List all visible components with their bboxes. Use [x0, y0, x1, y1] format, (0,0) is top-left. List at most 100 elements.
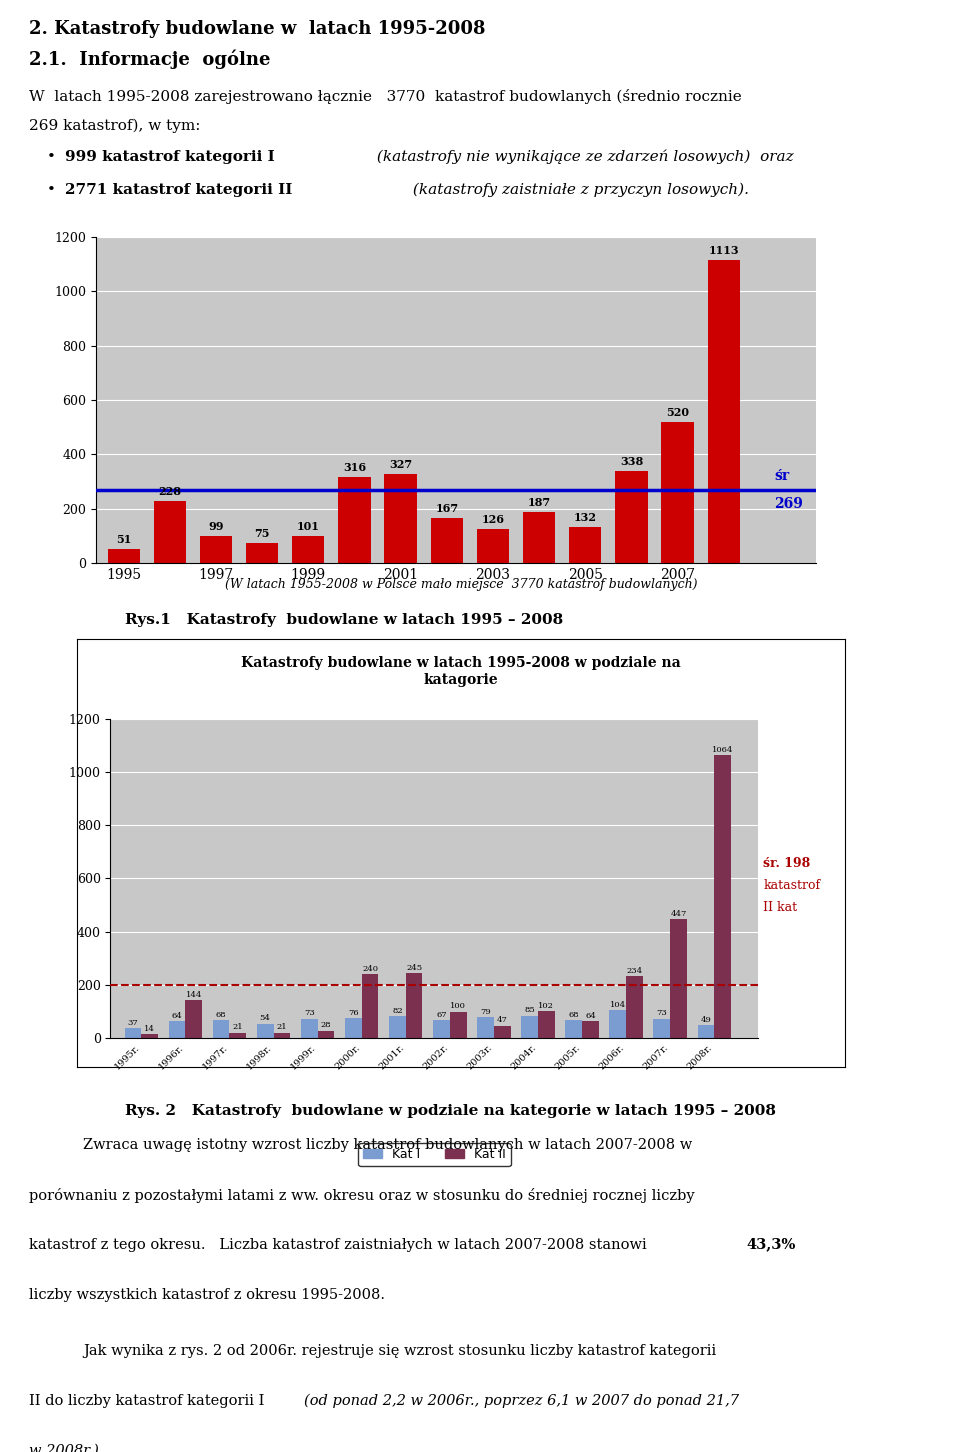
Text: 73: 73: [657, 1009, 667, 1018]
Text: 269: 269: [775, 497, 804, 511]
Bar: [493, 1025, 511, 1038]
Text: 64: 64: [172, 1012, 182, 1019]
Bar: [200, 536, 232, 563]
Text: 68: 68: [568, 1011, 579, 1019]
Text: 144: 144: [185, 990, 202, 999]
Text: 47: 47: [497, 1016, 508, 1024]
Text: 104: 104: [610, 1002, 626, 1009]
Text: 21: 21: [232, 1024, 243, 1031]
Text: Zwraca uwagę istotny wzrost liczby katastrof budowlanych w latach 2007-2008 w: Zwraca uwagę istotny wzrost liczby katas…: [83, 1138, 692, 1151]
Bar: [431, 518, 463, 563]
Bar: [169, 1021, 185, 1038]
Bar: [345, 1018, 362, 1038]
Bar: [318, 1031, 334, 1038]
Bar: [477, 1018, 493, 1038]
Bar: [274, 1032, 290, 1038]
Text: (katastrofy zaistniałe z przyczyn losowych).: (katastrofy zaistniałe z przyczyn losowy…: [408, 183, 749, 197]
Text: w 2008r.).: w 2008r.).: [29, 1443, 104, 1452]
Bar: [292, 536, 324, 563]
Bar: [125, 1028, 141, 1038]
Text: 76: 76: [348, 1009, 359, 1016]
Bar: [538, 1011, 555, 1038]
Text: Jak wynika z rys. 2 od 2006r. rejestruje się wzrost stosunku liczby katastrof ka: Jak wynika z rys. 2 od 2006r. rejestruje…: [83, 1345, 716, 1358]
Text: 132: 132: [574, 513, 597, 523]
Text: 2. Katastrofy budowlane w  latach 1995-2008: 2. Katastrofy budowlane w latach 1995-20…: [29, 20, 486, 38]
Bar: [615, 472, 648, 563]
Bar: [384, 475, 417, 563]
Text: 1113: 1113: [708, 245, 739, 257]
Text: 21: 21: [276, 1024, 287, 1031]
Text: liczby wszystkich katastrof z okresu 1995-2008.: liczby wszystkich katastrof z okresu 199…: [29, 1288, 385, 1301]
Text: •: •: [47, 183, 56, 197]
Bar: [246, 543, 278, 563]
Text: II do liczby katastrof kategorii I: II do liczby katastrof kategorii I: [29, 1394, 274, 1408]
Text: 51: 51: [116, 534, 132, 546]
Text: 327: 327: [389, 459, 412, 470]
Text: 75: 75: [254, 529, 270, 539]
Text: 82: 82: [392, 1008, 402, 1015]
Text: 187: 187: [527, 498, 551, 508]
Text: śr. 198: śr. 198: [763, 858, 810, 870]
Text: 999 katastrof kategorii I: 999 katastrof kategorii I: [65, 150, 275, 164]
Bar: [523, 513, 555, 563]
Text: 2771 katastrof kategorii II: 2771 katastrof kategorii II: [65, 183, 292, 197]
Text: Rys. 2   Katastrofy  budowlane w podziale na kategorie w latach 1995 – 2008: Rys. 2 Katastrofy budowlane w podziale n…: [125, 1104, 776, 1118]
Bar: [661, 421, 694, 563]
Text: 64: 64: [585, 1012, 596, 1019]
Text: 240: 240: [362, 966, 378, 973]
Text: 54: 54: [260, 1015, 271, 1022]
Text: katastrof: katastrof: [763, 880, 821, 892]
Text: porównaniu z pozostałymi latami z ww. okresu oraz w stosunku do średniej rocznej: porównaniu z pozostałymi latami z ww. ok…: [29, 1188, 694, 1202]
Bar: [229, 1032, 246, 1038]
Text: 126: 126: [481, 514, 504, 526]
Bar: [362, 974, 378, 1038]
Bar: [477, 529, 509, 563]
Bar: [714, 755, 732, 1038]
Text: 338: 338: [620, 456, 643, 468]
Text: Rys.1   Katastrofy  budowlane w latach 1995 – 2008: Rys.1 Katastrofy budowlane w latach 1995…: [125, 613, 564, 627]
Bar: [521, 1015, 538, 1038]
Text: 228: 228: [158, 486, 181, 497]
Bar: [406, 973, 422, 1038]
Text: (katastrofy nie wynikające ze zdarzeń losowych)  oraz: (katastrofy nie wynikające ze zdarzeń lo…: [372, 150, 793, 164]
Bar: [185, 1000, 203, 1038]
Text: 68: 68: [216, 1011, 227, 1019]
Text: 520: 520: [666, 407, 689, 418]
Bar: [670, 919, 687, 1038]
Text: •: •: [47, 150, 56, 164]
Text: Katastrofy budowlane w latach 1995-2008 w podziale na
katagorie: Katastrofy budowlane w latach 1995-2008 …: [241, 656, 681, 687]
Text: 269 katastrof), w tym:: 269 katastrof), w tym:: [29, 119, 201, 132]
Text: 67: 67: [436, 1011, 446, 1019]
Bar: [708, 260, 740, 563]
Text: 100: 100: [450, 1002, 467, 1011]
Text: katastrof z tego okresu.   Liczba katastrof zaistniałych w latach 2007-2008 stan: katastrof z tego okresu. Liczba katastro…: [29, 1237, 651, 1252]
Bar: [450, 1012, 467, 1038]
Bar: [300, 1019, 318, 1038]
Text: 1064: 1064: [712, 746, 733, 754]
Bar: [626, 976, 643, 1038]
Text: 99: 99: [208, 521, 224, 533]
Text: 73: 73: [303, 1009, 315, 1018]
Text: 447: 447: [670, 910, 686, 918]
Bar: [154, 501, 186, 563]
Bar: [565, 1021, 582, 1038]
Bar: [213, 1021, 229, 1038]
Legend: Kat I, Kat II: Kat I, Kat II: [358, 1143, 511, 1166]
Text: 79: 79: [480, 1008, 491, 1016]
Text: 316: 316: [343, 462, 366, 473]
Text: śr: śr: [775, 469, 789, 484]
Bar: [389, 1016, 406, 1038]
Text: 2.1.  Informacje  ogólne: 2.1. Informacje ogólne: [29, 49, 271, 70]
Text: 167: 167: [435, 502, 458, 514]
Text: II kat: II kat: [763, 902, 798, 913]
Text: 245: 245: [406, 964, 422, 971]
Text: 49: 49: [701, 1016, 711, 1024]
Bar: [256, 1024, 274, 1038]
Text: 234: 234: [627, 967, 642, 974]
Bar: [433, 1021, 450, 1038]
Text: 37: 37: [128, 1019, 138, 1027]
Text: 14: 14: [144, 1025, 156, 1034]
Text: W  latach 1995-2008 zarejestrowano łącznie   3770  katastrof budowlanych (średni: W latach 1995-2008 zarejestrowano łączni…: [29, 89, 741, 105]
Bar: [569, 527, 601, 563]
Text: 28: 28: [321, 1021, 331, 1029]
